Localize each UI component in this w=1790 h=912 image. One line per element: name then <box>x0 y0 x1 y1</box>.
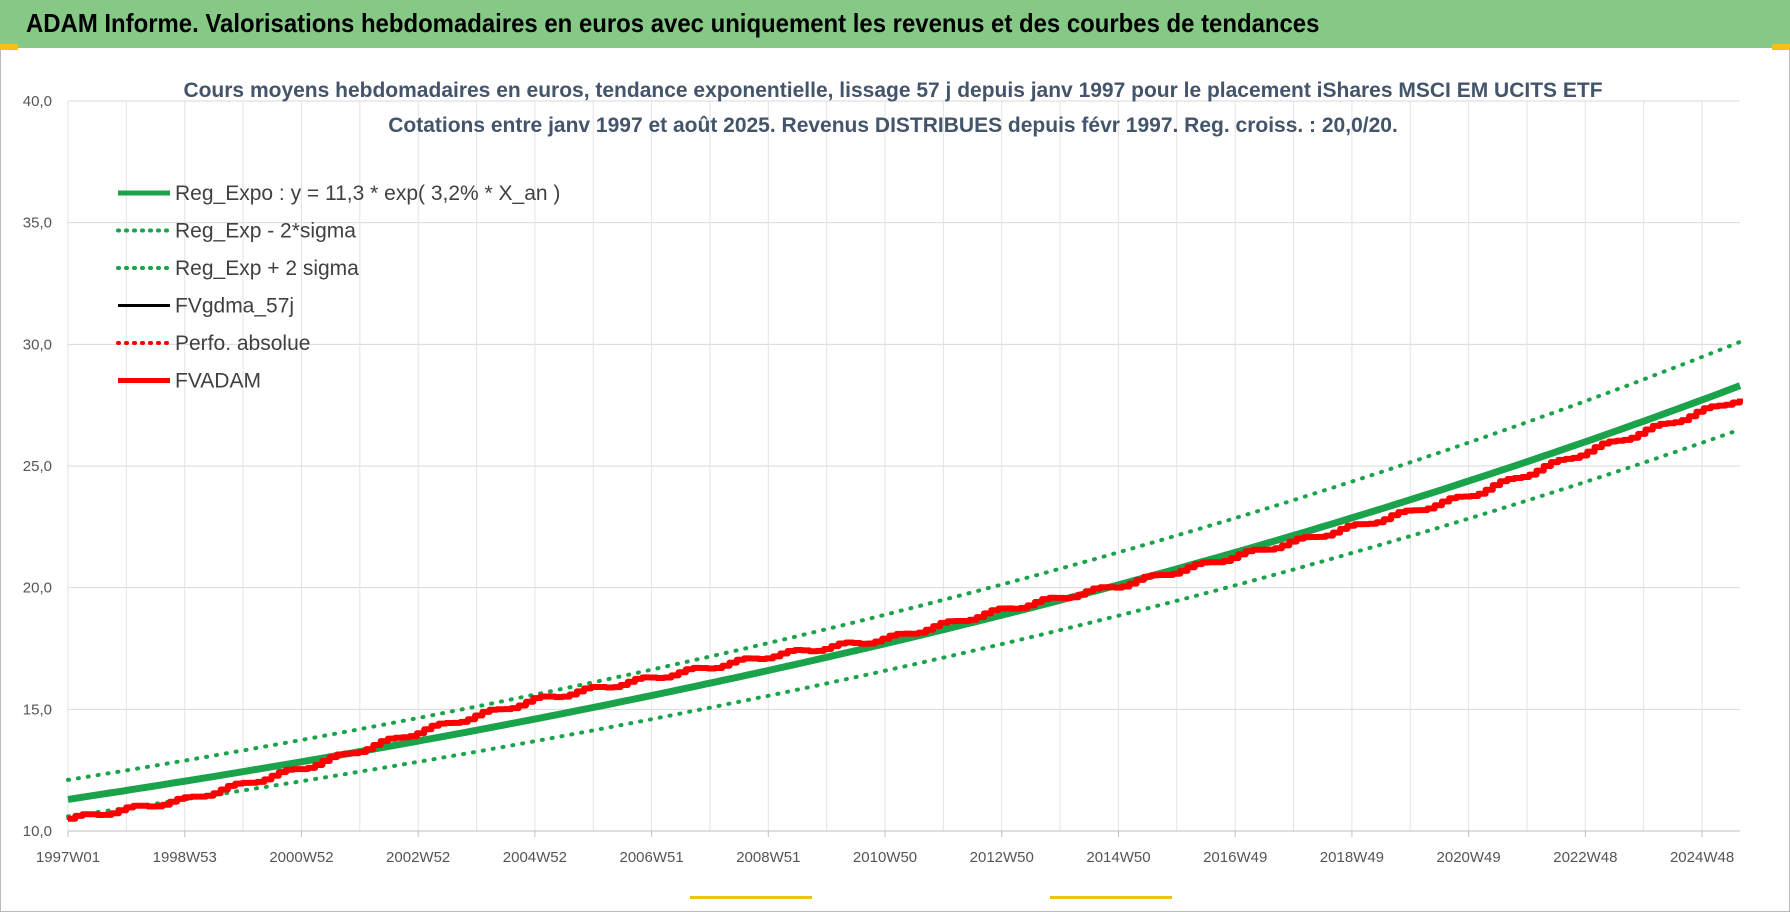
y-tick-label: 40,0 <box>23 93 52 110</box>
reg-expo-line <box>67 382 1742 803</box>
y-tick-label: 10,0 <box>23 823 52 840</box>
reg-upper-band <box>66 339 1742 782</box>
y-tick-label: 20,0 <box>23 580 52 597</box>
report-banner: ADAM Informe. Valorisations hebdomadaire… <box>0 0 1790 48</box>
legend-reg-lower-label: Reg_Exp - 2*sigma <box>175 220 356 243</box>
x-tick-label: 2018W49 <box>1320 849 1384 866</box>
handle-mark-bottom-right <box>1050 896 1172 899</box>
x-tick-label: 2010W50 <box>853 849 917 866</box>
y-tick-label: 25,0 <box>23 458 52 475</box>
x-tick-label: 2006W51 <box>619 849 683 866</box>
chart-grid <box>67 100 1740 832</box>
reg-lower-band <box>66 427 1742 819</box>
chart-series <box>66 339 1743 822</box>
x-tick-label: 2004W52 <box>503 849 567 866</box>
chart-title: Cours moyens hebdomadaires en euros, ten… <box>183 79 1602 102</box>
legend-fvgdma-label: FVgdma_57j <box>175 295 294 318</box>
corner-mark-right <box>1772 44 1790 50</box>
x-tick-label: 2012W50 <box>970 849 1034 866</box>
chart-axes: 10,0 15,0 20,0 25,0 30,0 35,0 40,0 1997W01 1998W… <box>23 93 1740 866</box>
x-tick-label: 2024W48 <box>1670 849 1734 866</box>
x-tick-label: 1998W53 <box>153 849 217 866</box>
chart-subtitle: Cotations entre janv 1997 et août 2025. … <box>388 114 1398 137</box>
x-tick-label: 2016W49 <box>1203 849 1267 866</box>
x-tick-label: 2022W48 <box>1553 849 1617 866</box>
x-tick-label: 2020W49 <box>1437 849 1501 866</box>
x-tick-label: 2002W52 <box>386 849 450 866</box>
legend-reg-upper-label: Reg_Exp + 2 sigma <box>175 257 359 280</box>
y-tick-label: 35,0 <box>23 215 52 232</box>
chart-legend: Reg_Expo : y = 11,3 * exp( 3,2% * X_an )… <box>116 182 560 393</box>
y-tick-label: 15,0 <box>23 701 52 718</box>
x-tick-label: 2008W51 <box>736 849 800 866</box>
corner-mark-left <box>0 44 18 50</box>
x-tick-label: 2014W50 <box>1086 849 1150 866</box>
fvadam-line <box>68 398 1743 822</box>
x-tick-label: 1997W01 <box>36 849 100 866</box>
handle-mark-bottom-left <box>690 896 812 899</box>
legend-reg-expo-label: Reg_Expo : y = 11,3 * exp( 3,2% * X_an ) <box>175 182 560 205</box>
legend-fvadam-label: FVADAM <box>175 370 261 393</box>
report-title: ADAM Informe. Valorisations hebdomadaire… <box>26 8 1320 38</box>
x-tick-label: 2000W52 <box>269 849 333 866</box>
legend-perfo-absolue-label: Perfo. absolue <box>175 332 310 355</box>
y-tick-label: 30,0 <box>23 336 52 353</box>
